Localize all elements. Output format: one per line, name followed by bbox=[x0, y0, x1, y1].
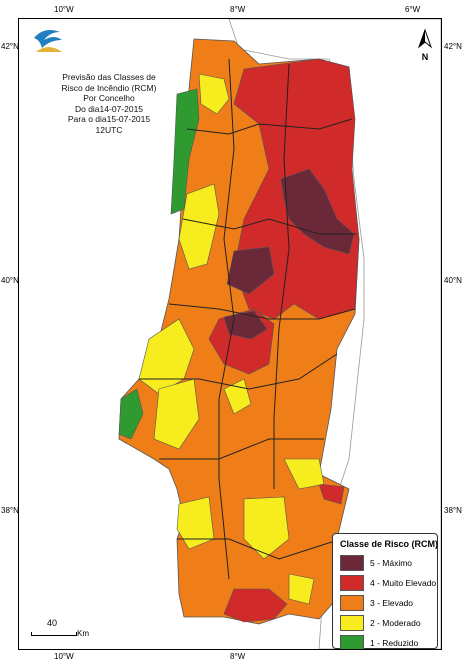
north-arrow: N bbox=[417, 28, 433, 62]
map-title-line: 12UTC bbox=[95, 124, 123, 135]
tick-right-38n: 38°N bbox=[444, 506, 462, 515]
legend-label: 3 - Elevado bbox=[370, 598, 413, 608]
legend-swatch bbox=[340, 635, 364, 649]
district-boundary-1 bbox=[186, 118, 353, 135]
north-arrow-icon bbox=[417, 28, 433, 49]
tick-bottom-10w: 10°W bbox=[54, 652, 74, 661]
legend-label: 5 - Máximo bbox=[370, 558, 413, 568]
legend-item-reduzido: 1 - Reduzido bbox=[333, 633, 437, 649]
tick-top-8w: 8°W bbox=[230, 5, 246, 14]
district-boundary-7 bbox=[218, 58, 235, 580]
tick-top-6w: 6°W bbox=[405, 5, 421, 14]
region-moderado-se bbox=[288, 573, 315, 605]
region-reduzido-lisbon bbox=[118, 388, 144, 440]
map-title-line: Previsão das Classes de bbox=[62, 72, 156, 82]
legend-label: 4 - Muito Elevado bbox=[370, 578, 437, 588]
district-boundary-8 bbox=[273, 63, 290, 489]
region-muito-elevado-south bbox=[223, 588, 288, 623]
district-boundary-2 bbox=[182, 218, 357, 235]
map-title-line: Por Concelho bbox=[83, 93, 135, 103]
district-boundary-4 bbox=[139, 353, 338, 390]
portugal-risk-map[interactable] bbox=[19, 19, 441, 649]
district-boundary-5 bbox=[159, 438, 324, 460]
district-boundary-6 bbox=[177, 538, 342, 560]
district-boundary-3 bbox=[168, 303, 356, 320]
region-moderado-south-1 bbox=[176, 496, 215, 550]
map-title-line: Risco de Incêndio (RCM) bbox=[61, 82, 157, 93]
scale-line bbox=[31, 632, 77, 636]
north-label: N bbox=[421, 52, 429, 62]
legend-item-muito-elevado: 4 - Muito Elevado bbox=[333, 573, 437, 593]
scale-value: 40 bbox=[47, 618, 58, 628]
region-moderado-south-2 bbox=[243, 496, 290, 560]
legend: Classe de Risco (RCM) 5 - Máximo 4 - Mui… bbox=[332, 533, 438, 649]
tick-right-42n: 42°N bbox=[444, 42, 462, 51]
map-frame: Previsão das Classes de Risco de Incêndi… bbox=[18, 18, 442, 650]
tick-left-38n: 38°N bbox=[1, 506, 19, 515]
region-moderado-nw bbox=[198, 73, 230, 115]
region-maximo-3 bbox=[223, 310, 268, 340]
map-title-line: Para o dia15-07-2015 bbox=[67, 114, 151, 124]
legend-swatch bbox=[340, 555, 364, 571]
region-moderado-coast bbox=[178, 183, 220, 270]
scale-unit: Km bbox=[77, 629, 89, 638]
legend-label: 1 - Reduzido bbox=[370, 638, 419, 648]
region-reduzido-north bbox=[170, 88, 200, 215]
ipma-logo-icon bbox=[34, 30, 62, 52]
region-moderado-lisbon bbox=[153, 378, 200, 450]
tick-right-40n: 40°N bbox=[444, 276, 462, 285]
legend-swatch bbox=[340, 615, 364, 631]
legend-label: 2 - Moderado bbox=[370, 618, 421, 628]
legend-item-maximo: 5 - Máximo bbox=[333, 553, 437, 573]
region-moderado-east bbox=[283, 458, 325, 490]
tick-bottom-8w: 8°W bbox=[230, 652, 246, 661]
legend-item-elevado: 3 - Elevado bbox=[333, 593, 437, 613]
tick-top-10w: 10°W bbox=[54, 5, 74, 14]
legend-swatch bbox=[340, 575, 364, 591]
region-maximo-2 bbox=[226, 246, 275, 295]
legend-swatch bbox=[340, 595, 364, 611]
tick-left-40n: 40°N bbox=[1, 276, 19, 285]
tick-left-42n: 42°N bbox=[1, 42, 19, 51]
legend-item-moderado: 2 - Moderado bbox=[333, 613, 437, 633]
spain-land bbox=[228, 19, 441, 649]
map-title-line: Do dia14-07-2015 bbox=[74, 103, 144, 114]
region-muito-elevado-east bbox=[318, 483, 345, 505]
map-title: Previsão das Classes de Risco de Incêndi… bbox=[39, 72, 179, 135]
legend-title: Classe de Risco (RCM) bbox=[340, 539, 439, 549]
